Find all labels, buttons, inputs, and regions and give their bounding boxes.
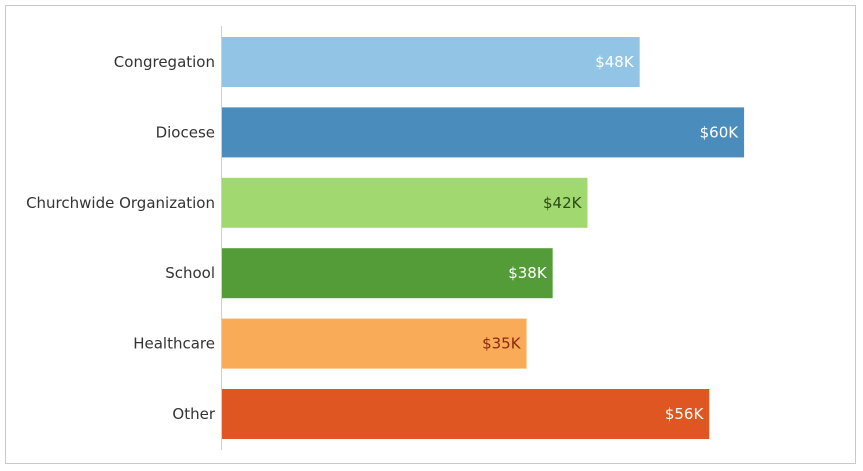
category-labels-group: Congregation Diocese Churchwide Organizati…	[26, 53, 216, 423]
category-label-other: Other	[172, 405, 215, 423]
category-label-school: School	[165, 264, 215, 282]
category-label-congregation: Congregation	[114, 53, 215, 71]
bar-diocese	[222, 107, 745, 158]
bars-group	[222, 37, 745, 439]
value-label-other: $56K	[665, 405, 705, 423]
category-label-churchwide-organization: Churchwide Organization	[26, 194, 215, 212]
value-labels-group: $48K $60K $42K $38K $35K $56K	[482, 53, 739, 423]
bar-other	[222, 389, 710, 439]
bar-school	[222, 248, 553, 299]
value-label-churchwide-organization: $42K	[543, 194, 583, 212]
category-label-healthcare: Healthcare	[133, 335, 215, 353]
value-label-diocese: $60K	[700, 123, 740, 141]
bar-healthcare	[222, 318, 527, 369]
value-label-healthcare: $35K	[482, 335, 522, 353]
value-label-congregation: $48K	[595, 53, 635, 71]
value-label-school: $38K	[508, 264, 548, 282]
category-label-diocese: Diocese	[156, 123, 215, 141]
bar-congregation	[222, 37, 640, 87]
bar-churchwide-organization	[222, 177, 588, 228]
